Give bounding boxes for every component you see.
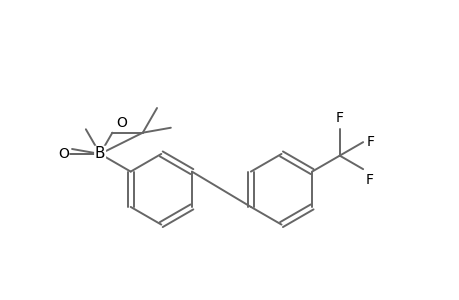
Text: O: O	[58, 147, 68, 161]
Text: B: B	[95, 146, 105, 161]
Text: F: F	[335, 111, 343, 125]
Text: F: F	[366, 135, 374, 149]
Text: O: O	[116, 116, 127, 130]
Text: F: F	[365, 173, 373, 187]
